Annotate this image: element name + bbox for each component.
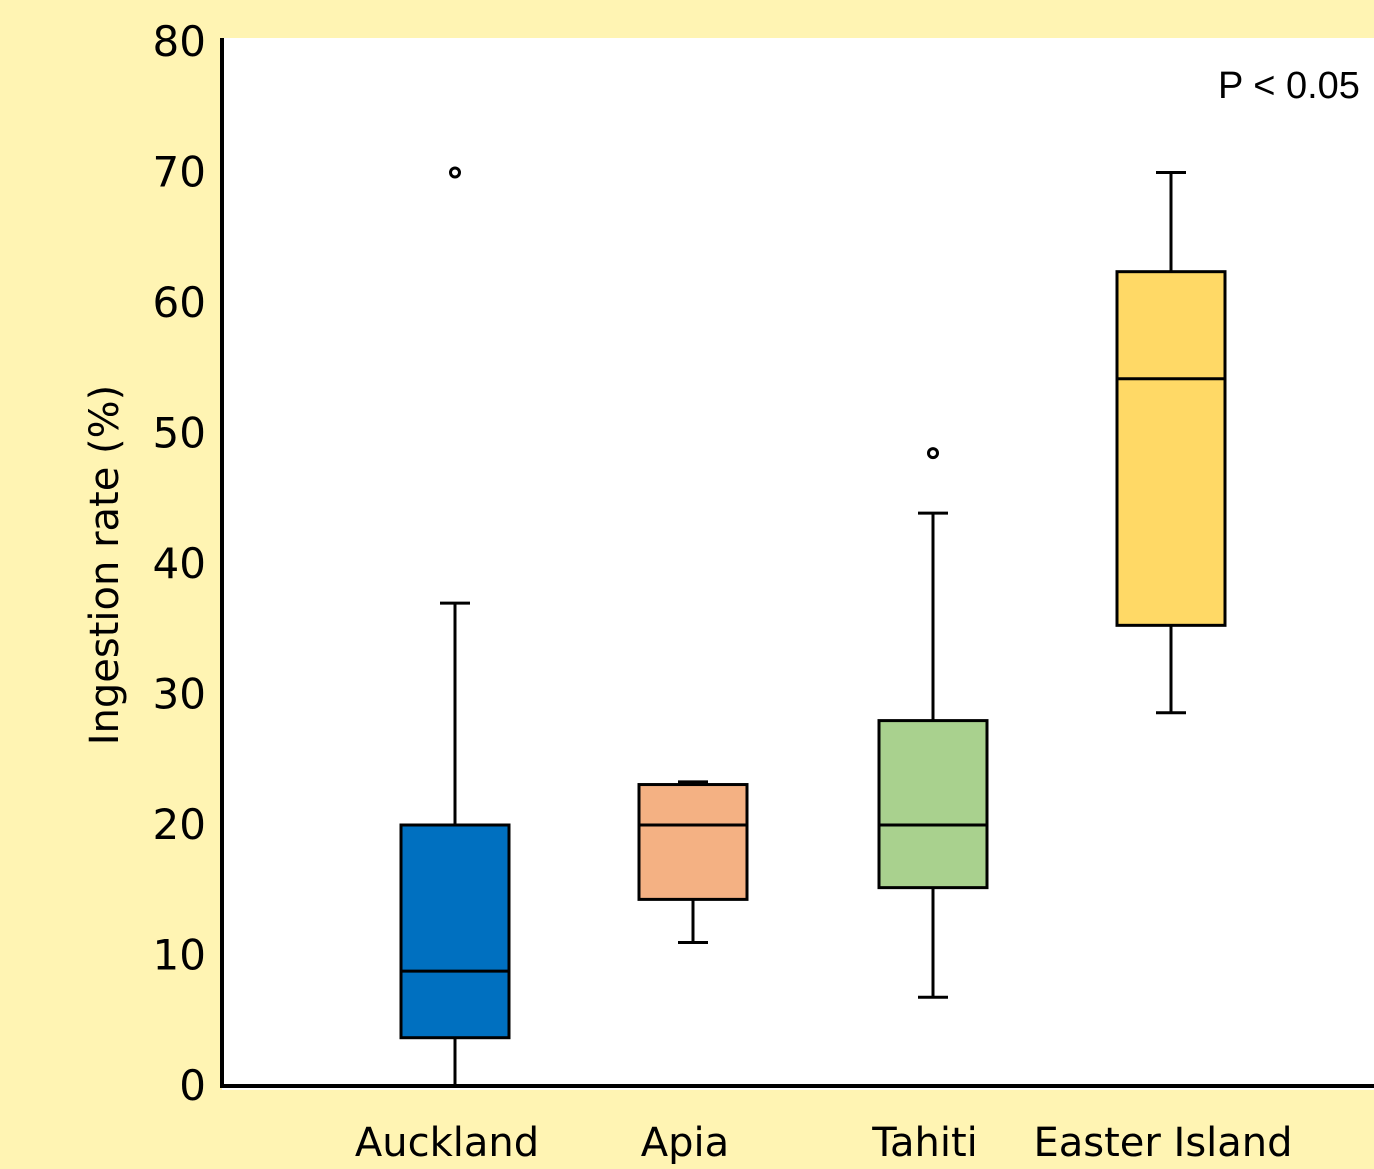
y-tick-label: 80 xyxy=(153,17,206,66)
y-tick-label: 70 xyxy=(153,148,206,197)
box-iqr xyxy=(399,823,511,1040)
y-tick-label: 0 xyxy=(179,1061,206,1110)
box-auckland xyxy=(399,166,511,1086)
x-tick-label: Auckland xyxy=(355,1120,539,1164)
y-tick-label: 10 xyxy=(153,931,206,980)
y-tick-label: 30 xyxy=(153,670,206,719)
box-iqr xyxy=(877,719,989,890)
box-series xyxy=(399,166,1227,1086)
y-tick-label: 50 xyxy=(153,409,206,458)
x-tick-label: Apia xyxy=(641,1120,729,1164)
outlier-point xyxy=(449,166,461,179)
box-iqr xyxy=(1115,270,1227,627)
y-tick-label: 60 xyxy=(153,278,206,327)
box-tahiti xyxy=(877,447,989,999)
y-axis-title: Ingestion rate (%) xyxy=(82,385,128,746)
significance-annotation: P < 0.05 xyxy=(1218,65,1360,107)
axes xyxy=(220,38,1374,1088)
outlier-point xyxy=(927,447,939,460)
x-tick-label: Tahiti xyxy=(871,1120,978,1164)
box-easter-island xyxy=(1115,171,1227,715)
box-apia xyxy=(637,780,749,944)
x-tick-label: Easter Island xyxy=(1033,1120,1292,1164)
y-tick-label: 40 xyxy=(153,539,206,588)
box-iqr xyxy=(637,783,749,901)
y-tick-label: 20 xyxy=(153,800,206,849)
axis-labels: 0 10 20 30 40 50 60 70 80 Auckland Apia Tahiti Easte… xyxy=(153,17,1293,1166)
